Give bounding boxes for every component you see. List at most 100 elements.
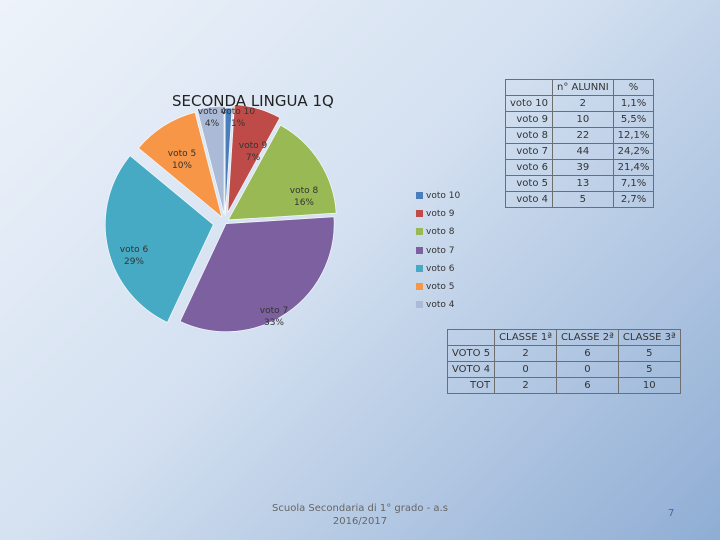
pie-slice-voto-6 [105, 155, 214, 323]
table-cell: 7,1% [612, 175, 655, 192]
table-cell: voto 7 [505, 143, 553, 160]
slice-label-name: voto 10 [220, 107, 256, 117]
slice-label-name: voto 7 [259, 306, 289, 316]
table-cell: 22 [551, 127, 614, 144]
table-cell: 5,5% [612, 111, 655, 128]
legend-swatch [416, 192, 423, 199]
table-cell: 5 [551, 191, 614, 208]
slice-label-voto-9: voto 9 7% [233, 140, 273, 164]
table-cell: 13 [551, 175, 614, 192]
slice-label-percent: 16% [293, 198, 314, 208]
footer-line-1: Scuola Secondaria di 1° grado - a.s [272, 503, 448, 514]
slice-label-name: voto 6 [119, 245, 149, 255]
table-cell: 12,1% [612, 127, 655, 144]
table-header-cell [446, 329, 496, 346]
legend-label: voto 5 [426, 282, 455, 292]
classi-table: CLASSE 1ª CLASSE 2ª CLASSE 3ª VOTO 5 2 6 5 VOTO… [446, 329, 681, 394]
table-cell: 6 [555, 345, 619, 362]
table-cell: 2 [494, 377, 557, 394]
slice-label-voto-6: voto 6 29% [114, 244, 154, 268]
legend-swatch [416, 283, 423, 290]
slice-label-percent: 33% [263, 318, 284, 328]
table-cell: voto 9 [505, 111, 553, 128]
slice-label-name: voto 5 [167, 149, 197, 159]
pie-slice-voto-5 [138, 111, 223, 218]
table-row: voto 6 39 21,4% [505, 159, 655, 176]
table-cell: voto 4 [505, 191, 553, 208]
slice-label-voto-5: voto 5 10% [162, 148, 202, 172]
legend-swatch [416, 210, 423, 218]
slice-label-percent: 1% [230, 119, 246, 129]
slice-label-voto-7: voto 7 33% [254, 305, 294, 329]
pie-slice-voto-10 [224, 107, 233, 217]
table-cell: 5 [617, 361, 681, 378]
table-cell: 21,4% [612, 159, 655, 176]
table-row: voto 8 22 12,1% [505, 127, 655, 144]
slice-label-name: voto 8 [289, 186, 319, 196]
table-cell: voto 8 [505, 127, 553, 144]
table-cell: 39 [551, 159, 614, 176]
table-cell: 2,7% [612, 191, 655, 208]
legend-label: voto 4 [426, 300, 455, 311]
table-header-cell: CLASSE 2ª [555, 329, 619, 346]
table-cell: 2 [551, 95, 614, 112]
table-row: voto 7 44 24,2% [505, 143, 655, 160]
table-row: TOT 2 6 10 [446, 377, 681, 394]
table-header-cell [505, 79, 553, 96]
table-header-cell: CLASSE 1ª [494, 329, 557, 346]
legend-swatch [416, 264, 423, 272]
legend-label: voto 10 [426, 191, 461, 201]
table-cell: 24,2% [612, 143, 655, 160]
slice-label-voto-4: voto 4 4% [192, 106, 232, 130]
slice-label-voto-10: voto 10 1% [218, 106, 258, 130]
slice-label-voto-8: voto 8 16% [284, 185, 324, 209]
legend-label: voto 7 [426, 245, 455, 256]
table-row: voto 10 2 1,1% [505, 95, 655, 112]
legend-swatch [416, 246, 423, 254]
table-cell: 1,1% [612, 95, 655, 112]
table-header-cell: n° ALUNNI [551, 79, 614, 96]
footer-line-2: 2016/2017 [332, 516, 388, 527]
table-row: voto 9 10 5,5% [505, 111, 655, 128]
table-cell: 44 [551, 143, 614, 160]
table-cell: voto 6 [505, 159, 553, 176]
table-cell: voto 10 [505, 95, 553, 112]
legend-label: voto 6 [426, 263, 455, 274]
legend-label: voto 8 [426, 227, 455, 238]
footer-text: Scuola Secondaria di 1° grado - a.s 2016… [270, 502, 450, 528]
slice-label-percent: 29% [123, 257, 144, 267]
table-cell: VOTO 5 [446, 345, 496, 362]
table-cell: 0 [494, 361, 557, 378]
table-cell: VOTO 4 [446, 361, 496, 378]
slice-label-name: voto 9 [238, 141, 268, 151]
table-cell: voto 5 [505, 175, 553, 192]
table-cell: 6 [555, 377, 619, 394]
pie-slice-voto-8 [227, 124, 337, 221]
slice-label-percent: 10% [171, 161, 192, 171]
table-header-cell: CLASSE 3ª [617, 329, 681, 346]
page-number: 7 [668, 508, 675, 519]
table-cell: 10 [551, 111, 614, 128]
legend-label: voto 9 [426, 209, 455, 220]
legend-swatch [416, 301, 423, 309]
table-header-row: n° ALUNNI% [505, 79, 655, 96]
table-row: voto 5 13 7,1% [505, 175, 655, 192]
table-header-row: CLASSE 1ª CLASSE 2ª CLASSE 3ª [446, 329, 681, 346]
table-header-cell: % [612, 79, 655, 96]
alunni-table: n° ALUNNI% voto 10 2 1,1% voto 9 10 5,5% voto 8… [505, 79, 655, 208]
table-cell: TOT [446, 377, 496, 394]
table-cell: 0 [555, 361, 619, 378]
slice-label-percent: 7% [245, 153, 261, 163]
table-cell: 10 [617, 377, 681, 394]
pie-slice-voto-4 [196, 105, 225, 215]
pie-slice-voto-9 [227, 104, 281, 213]
slice-label-percent: 4% [204, 119, 220, 129]
legend-swatch [416, 228, 423, 236]
chart-title: SECONDA LINGUA 1Q [172, 92, 334, 110]
table-cell: 2 [494, 345, 557, 362]
slice-label-name: voto 4 [197, 107, 227, 117]
pie-slice-voto-7 [179, 216, 335, 332]
